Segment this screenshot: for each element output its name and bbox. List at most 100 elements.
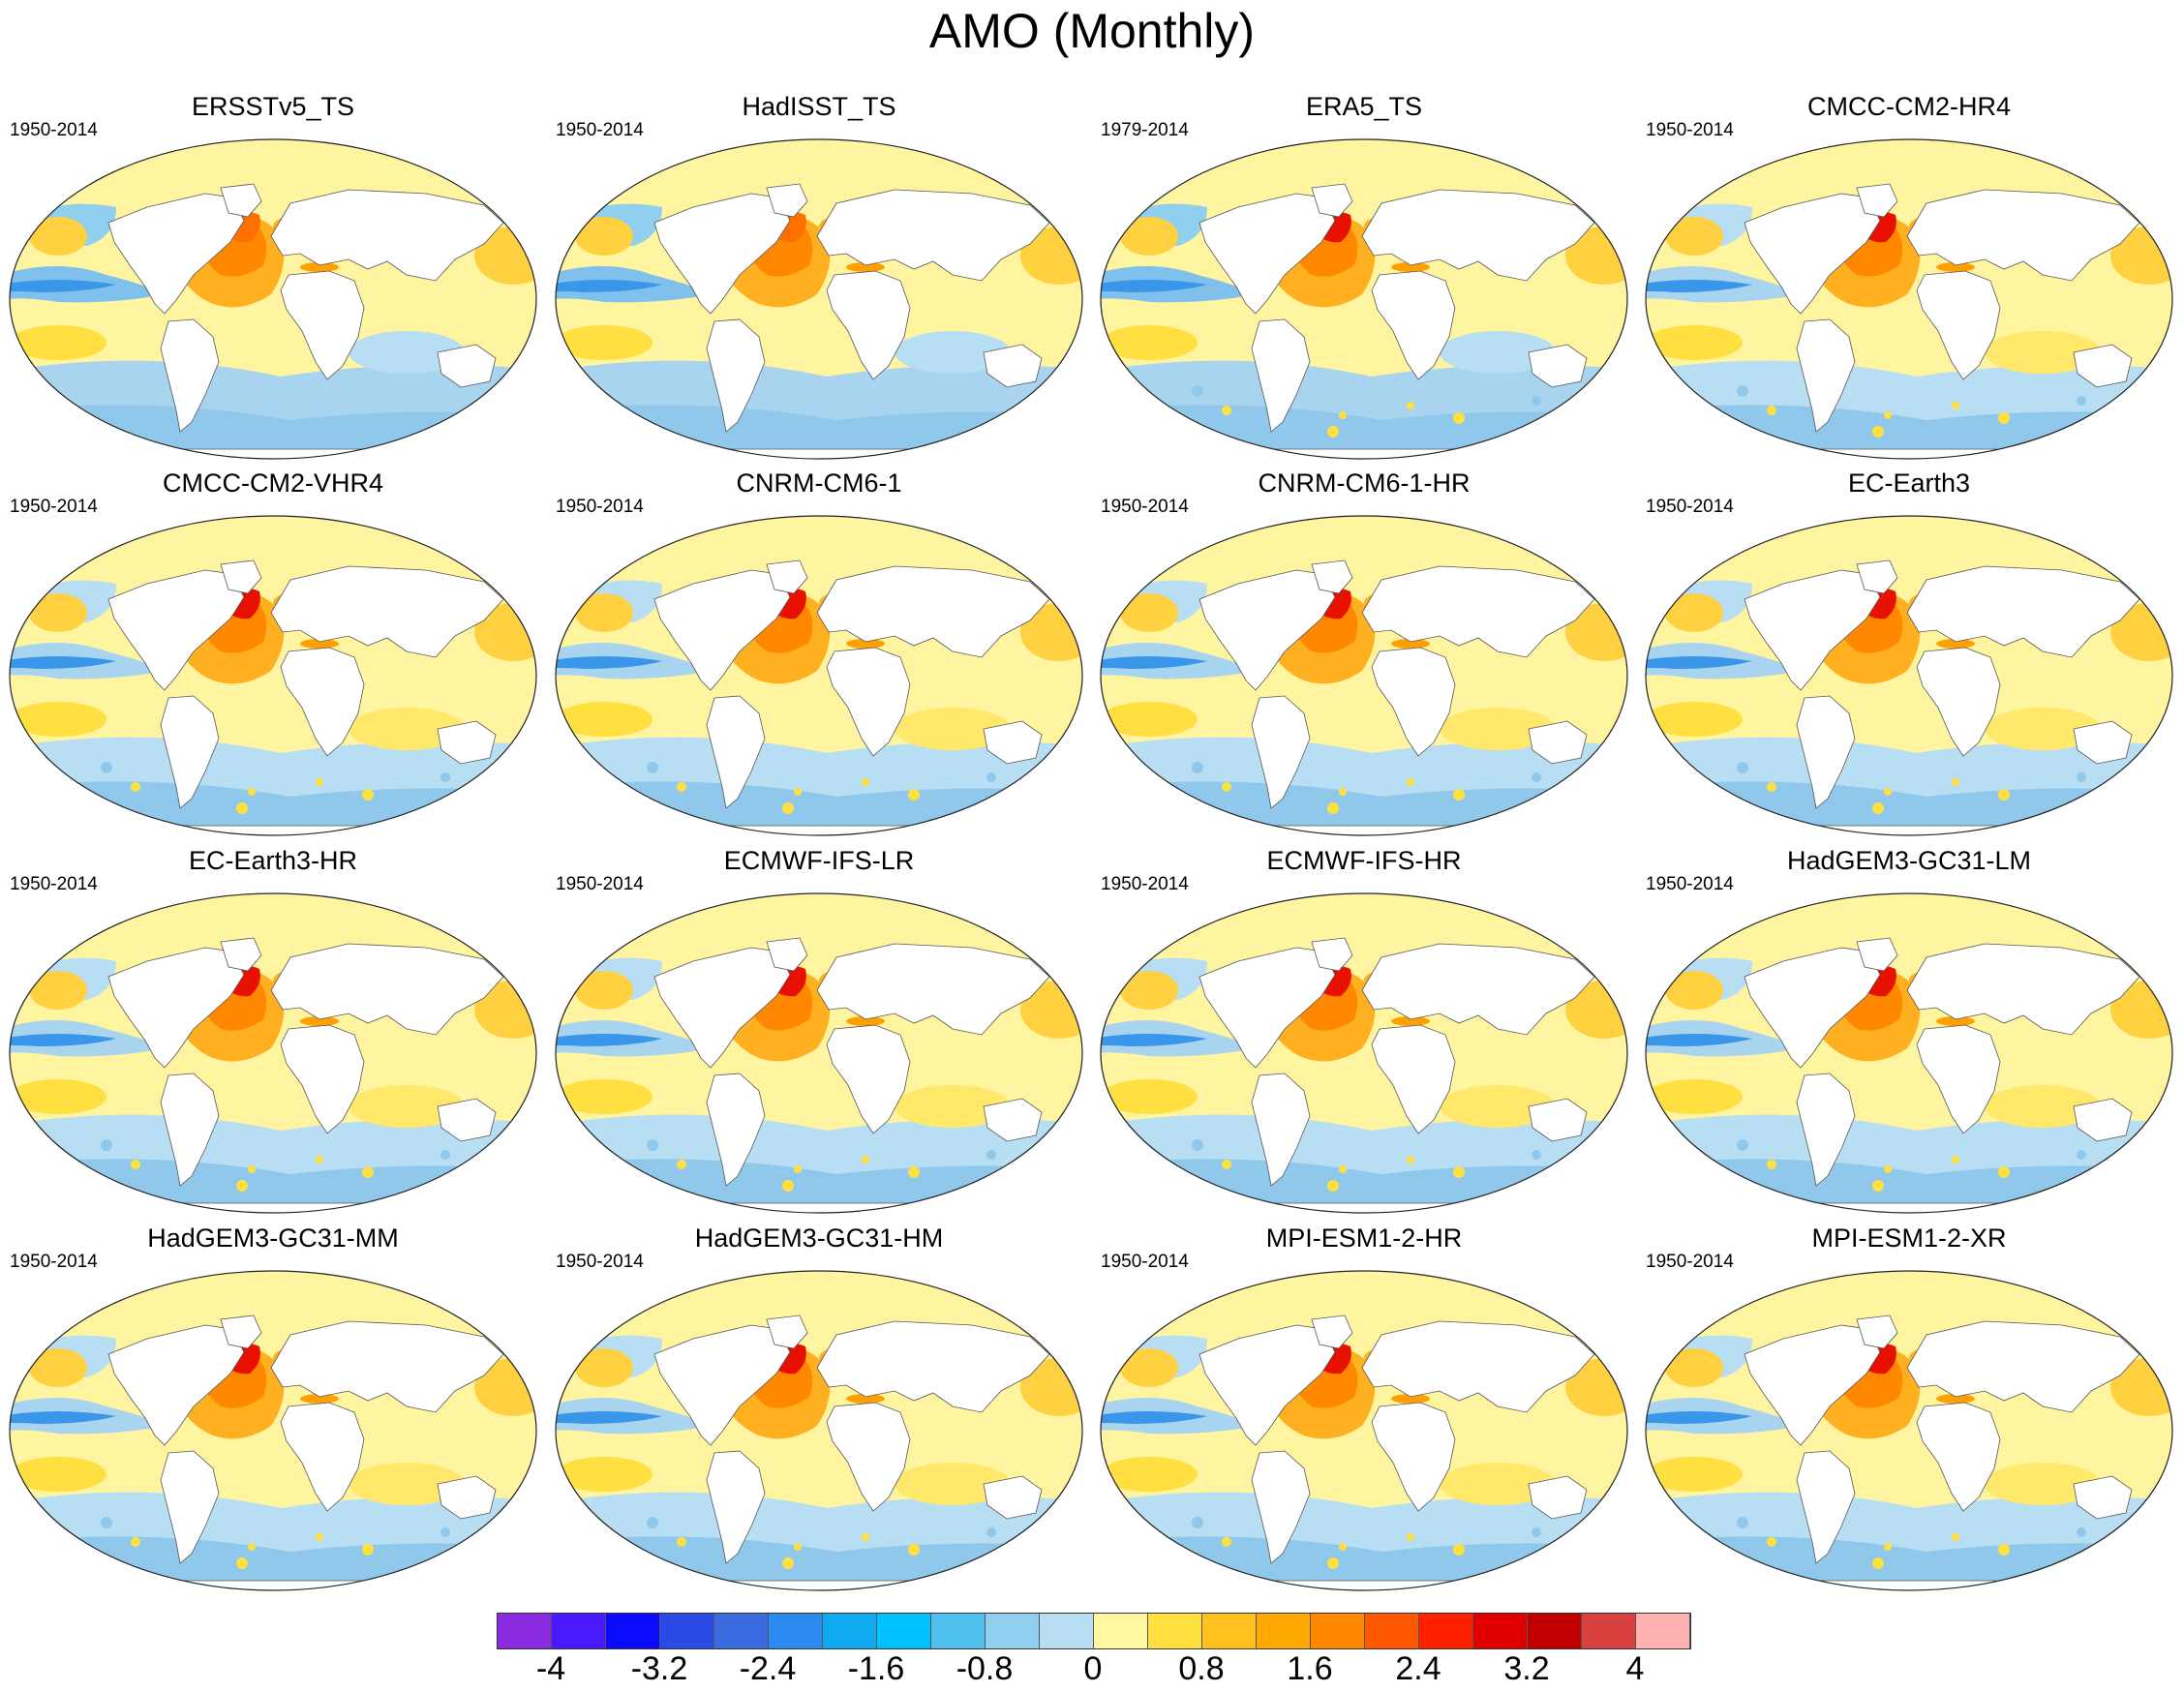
world-map bbox=[9, 1270, 537, 1591]
land-antarctica bbox=[106, 1202, 437, 1213]
map-panel: ECMWF-IFS-HR 1950-2014 bbox=[1091, 845, 1637, 1223]
colorbar-swatch bbox=[1094, 1614, 1148, 1648]
map-panel: ERSSTv5_TS 1950-2014 bbox=[0, 91, 546, 468]
panel-period: 1950-2014 bbox=[556, 874, 644, 894]
map-field bbox=[10, 139, 536, 459]
land-africa bbox=[1916, 270, 2001, 380]
world-map bbox=[1100, 515, 1628, 836]
panel-title: HadISST_TS bbox=[742, 92, 896, 121]
map-panel: EC-Earth3-HR 1950-2014 bbox=[0, 845, 546, 1223]
land-antarctica bbox=[1197, 448, 1528, 459]
colorbar-tick-label: 3.2 bbox=[1503, 1650, 1550, 1687]
land-australia bbox=[983, 344, 1043, 388]
land-antarctica bbox=[1742, 825, 2073, 835]
land-antarctica bbox=[1197, 825, 1528, 835]
land-eurasia bbox=[270, 1320, 504, 1413]
land-southAmerica bbox=[1251, 695, 1311, 809]
land-greenland bbox=[1311, 559, 1353, 594]
land-africa bbox=[1371, 270, 1456, 380]
colorbar-swatch bbox=[498, 1614, 552, 1648]
land-africa bbox=[1371, 1024, 1456, 1134]
world-map bbox=[555, 515, 1083, 836]
colorbar-swatch bbox=[606, 1614, 660, 1648]
panel-period: 1979-2014 bbox=[1101, 120, 1189, 140]
land-greenland bbox=[220, 183, 262, 218]
land-antarctica bbox=[652, 448, 983, 459]
panel-period: 1950-2014 bbox=[1101, 497, 1189, 517]
land-africa bbox=[280, 270, 365, 380]
colorbar-swatch bbox=[1148, 1614, 1202, 1648]
panel-title: EC-Earth3 bbox=[1847, 468, 1971, 498]
land-greenland bbox=[220, 937, 262, 972]
land-antarctica bbox=[1197, 1580, 1528, 1590]
land-australia bbox=[983, 1475, 1043, 1520]
colorbar-swatch bbox=[552, 1614, 606, 1648]
land-greenland bbox=[1311, 183, 1353, 218]
map-field bbox=[10, 893, 536, 1213]
colorbar-swatch bbox=[1257, 1614, 1311, 1648]
panel-title: ECMWF-IFS-HR bbox=[1266, 846, 1462, 875]
land-southAmerica bbox=[160, 1073, 220, 1187]
land-africa bbox=[826, 1024, 911, 1134]
colorbar-tick-label: 2.4 bbox=[1395, 1650, 1441, 1687]
colorbar-swatch bbox=[1365, 1614, 1419, 1648]
land-southAmerica bbox=[1796, 1450, 1856, 1564]
land-greenland bbox=[1856, 559, 1898, 594]
map-panel: HadGEM3-GC31-MM 1950-2014 bbox=[0, 1223, 546, 1600]
land-australia bbox=[2073, 720, 2133, 765]
panel-title: HadGEM3-GC31-HM bbox=[694, 1224, 944, 1253]
panel-period: 1950-2014 bbox=[1646, 497, 1734, 517]
world-map bbox=[9, 515, 537, 836]
land-eurasia bbox=[270, 943, 504, 1036]
land-australia bbox=[2073, 344, 2133, 388]
land-greenland bbox=[766, 937, 808, 972]
colorbar-swatch bbox=[931, 1614, 986, 1648]
land-greenland bbox=[766, 1314, 808, 1349]
map-panel: CNRM-CM6-1-HR 1950-2014 bbox=[1091, 468, 1637, 845]
land-eurasia bbox=[816, 565, 1050, 658]
land-greenland bbox=[220, 559, 262, 594]
colorbar-tick-label: -1.6 bbox=[847, 1650, 905, 1687]
land-greenland bbox=[1856, 183, 1898, 218]
world-map bbox=[1100, 1270, 1628, 1591]
land-africa bbox=[826, 1402, 911, 1512]
land-australia bbox=[1528, 1098, 1588, 1142]
colorbar-tick-label: 1.6 bbox=[1287, 1650, 1333, 1687]
map-panel: HadISST_TS 1950-2014 bbox=[546, 91, 1092, 468]
land-eurasia bbox=[1361, 1320, 1595, 1413]
colorbar-tick-label: 0 bbox=[1083, 1650, 1103, 1687]
colorbar-swatch bbox=[660, 1614, 714, 1648]
land-southAmerica bbox=[1251, 318, 1311, 433]
land-southAmerica bbox=[706, 318, 766, 433]
land-southAmerica bbox=[1251, 1450, 1311, 1564]
colorbar-swatch bbox=[1202, 1614, 1257, 1648]
land-southAmerica bbox=[160, 1450, 220, 1564]
colorbar-swatch bbox=[1473, 1614, 1528, 1648]
land-southAmerica bbox=[706, 1450, 766, 1564]
land-eurasia bbox=[816, 1320, 1050, 1413]
land-eurasia bbox=[1906, 565, 2140, 658]
land-africa bbox=[1916, 647, 2001, 757]
colorbar: -4 -3.2 -2.4 -1.6 -0.8 0 0.8 1.6 2.4 3.2 4 bbox=[497, 1613, 1691, 1690]
land-eurasia bbox=[816, 943, 1050, 1036]
map-panel: MPI-ESM1-2-XR 1950-2014 bbox=[1636, 1223, 2182, 1600]
land-africa bbox=[1916, 1024, 2001, 1134]
panel-title: EC-Earth3-HR bbox=[188, 846, 358, 875]
world-map bbox=[9, 892, 537, 1214]
land-eurasia bbox=[1906, 943, 2140, 1036]
colorbar-swatch bbox=[769, 1614, 823, 1648]
land-greenland bbox=[1311, 937, 1353, 972]
land-antarctica bbox=[1197, 1202, 1528, 1213]
land-greenland bbox=[766, 559, 808, 594]
world-map bbox=[1100, 892, 1628, 1214]
map-field bbox=[556, 516, 1082, 835]
land-eurasia bbox=[1361, 943, 1595, 1036]
colorbar-tick-label: -4 bbox=[535, 1650, 566, 1687]
land-antarctica bbox=[652, 1580, 983, 1590]
world-map bbox=[1645, 138, 2173, 460]
world-map bbox=[555, 892, 1083, 1214]
map-field bbox=[1101, 1271, 1627, 1590]
map-panel: EC-Earth3 1950-2014 bbox=[1636, 468, 2182, 845]
land-eurasia bbox=[1361, 189, 1595, 282]
panel-period: 1950-2014 bbox=[1646, 120, 1734, 140]
